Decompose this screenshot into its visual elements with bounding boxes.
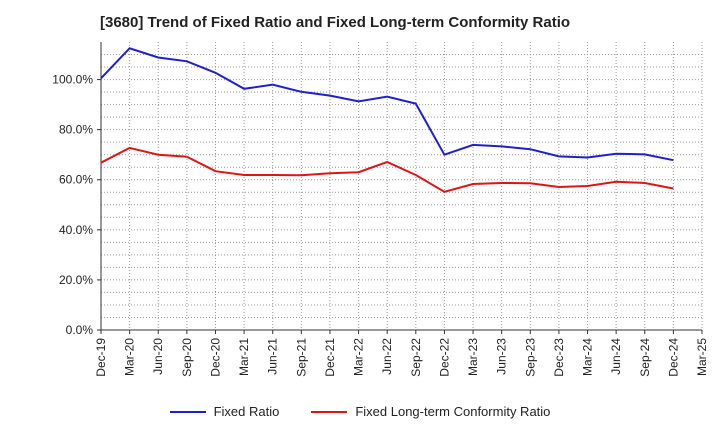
- x-tick-label: Mar-25: [695, 338, 709, 376]
- x-tick-label: Mar-24: [581, 338, 595, 376]
- y-tick-labels: 0.0% 20.0% 40.0% 60.0% 80.0% 100.0%: [52, 73, 93, 337]
- x-tick-label: Sep-22: [409, 338, 423, 377]
- x-tick-label: Dec-22: [437, 338, 451, 377]
- series-lines: [100, 47, 674, 193]
- x-tick-label: Sep-23: [523, 338, 537, 377]
- x-tick-label: Mar-22: [352, 338, 366, 376]
- y-tick-label: 80.0%: [59, 123, 93, 137]
- x-tick-label: Dec-20: [208, 338, 222, 377]
- legend-swatch-fixed-long-term-conformity-ratio: [311, 410, 348, 413]
- x-tick-label: Jun-24: [609, 338, 623, 375]
- x-tick-label: Jun-21: [266, 338, 280, 375]
- legend-label-fixed-ratio: Fixed Ratio: [213, 404, 280, 419]
- axes: [97, 42, 703, 334]
- chart-title: [3680] Trend of Fixed Ratio and Fixed Lo…: [100, 14, 571, 31]
- legend-swatch-fixed-ratio: [169, 410, 206, 413]
- x-tick-label: Jun-22: [380, 338, 394, 375]
- y-tick-label: 20.0%: [59, 273, 93, 287]
- x-tick-label: Dec-24: [666, 338, 680, 377]
- legend-item-fixed-ratio: Fixed Ratio: [169, 404, 280, 419]
- x-tick-label: Mar-21: [237, 338, 251, 376]
- x-tick-label: Jun-20: [151, 338, 165, 375]
- x-tick-label: Dec-23: [552, 338, 566, 377]
- series-line-fixed-ratio: [100, 47, 674, 162]
- series-line-fixed-long-term-conformity-ratio: [100, 146, 674, 193]
- x-tick-label: Sep-20: [180, 338, 194, 377]
- x-tick-label: Mar-23: [466, 338, 480, 376]
- x-tick-label: Dec-21: [323, 338, 337, 377]
- y-tick-label: 100.0%: [52, 73, 93, 87]
- x-tick-label: Mar-20: [123, 338, 137, 376]
- x-tick-label: Sep-21: [294, 338, 308, 377]
- legend-label-fixed-long-term-conformity-ratio: Fixed Long-term Conformity Ratio: [355, 404, 551, 419]
- x-tick-label: Dec-19: [94, 338, 108, 377]
- y-tick-label: 0.0%: [66, 323, 94, 337]
- grid: [101, 42, 703, 330]
- y-tick-label: 60.0%: [59, 173, 93, 187]
- legend: Fixed Ratio Fixed Long-term Conformity R…: [0, 404, 720, 419]
- x-tick-label: Jun-23: [495, 338, 509, 375]
- legend-item-fixed-long-term-conformity-ratio: Fixed Long-term Conformity Ratio: [311, 404, 550, 419]
- x-tick-labels: Dec-19 Mar-20 Jun-20 Sep-20 Dec-20 Mar-21 Jun-…: [94, 338, 709, 377]
- x-tick-label: Sep-24: [638, 338, 652, 377]
- y-tick-label: 40.0%: [59, 223, 93, 237]
